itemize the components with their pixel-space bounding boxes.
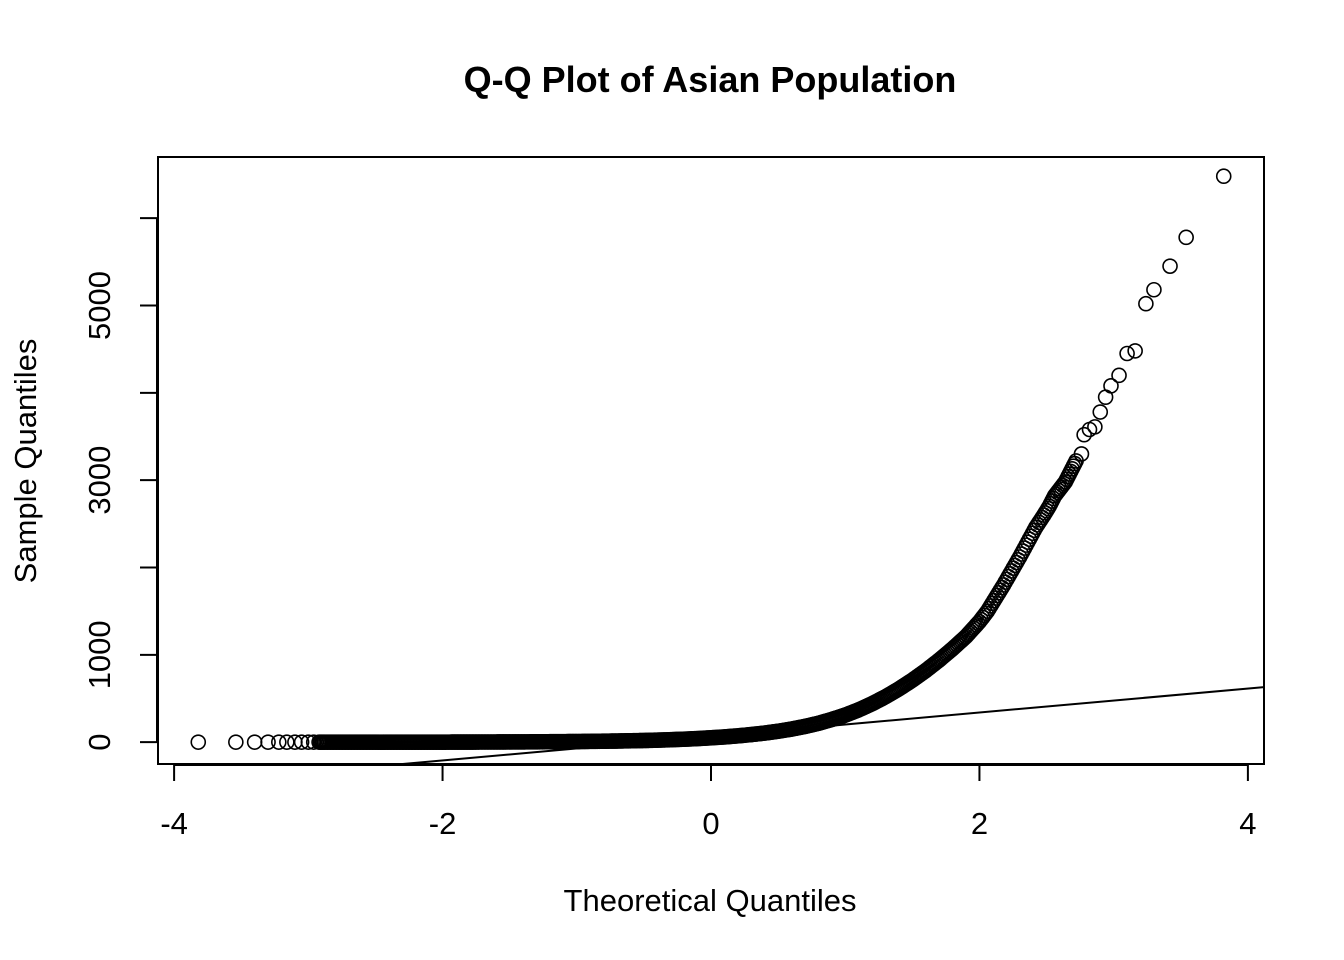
data-point	[293, 734, 310, 750]
data-point	[260, 734, 276, 750]
data-point	[1111, 367, 1127, 384]
x-axis-label: Theoretical Quantiles	[564, 883, 857, 918]
data-point	[1119, 345, 1135, 362]
chart-title: Q-Q Plot of Asian Population	[464, 59, 957, 100]
data-point	[1076, 426, 1092, 443]
y-axis-label: Sample Quantiles	[8, 339, 43, 584]
y-tick-label: 5000	[82, 271, 117, 340]
data-point	[1162, 258, 1178, 274]
y-axis: 0 1000 3000 5000	[82, 217, 158, 751]
x-tick-label: -4	[160, 806, 188, 841]
plot-frame	[157, 156, 1265, 765]
data-point	[1103, 378, 1119, 394]
x-tick-label: 0	[702, 806, 719, 841]
data-point	[1146, 281, 1162, 298]
data-point	[228, 734, 244, 750]
data-point	[190, 734, 207, 750]
y-tick-label: 3000	[82, 446, 117, 515]
x-tick-label: 4	[1239, 806, 1256, 841]
x-tick-label: -2	[429, 806, 457, 841]
data-point	[1215, 168, 1232, 185]
x-tick-label: 2	[971, 806, 988, 841]
y-tick-label: 0	[82, 734, 117, 751]
data-point	[1127, 343, 1143, 359]
y-tick-label: 1000	[82, 620, 117, 689]
data-point	[1178, 229, 1194, 246]
points-layer	[190, 168, 1232, 750]
x-axis: -4 -2 0 2 4	[160, 764, 1257, 841]
data-point	[1138, 295, 1154, 312]
data-point	[1087, 419, 1103, 435]
data-point	[279, 734, 295, 750]
data-point	[246, 734, 263, 750]
data-point	[1092, 404, 1109, 420]
data-point	[1073, 446, 1090, 462]
data-point	[271, 734, 287, 750]
